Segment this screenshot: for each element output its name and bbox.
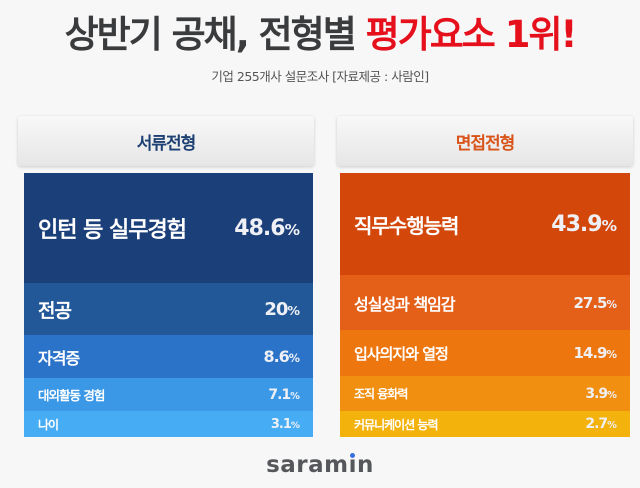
row-label: 전공 xyxy=(38,299,72,322)
subtitle: 기업 255개사 설문조사 [자료제공 : 사람인] xyxy=(211,69,429,84)
row-value: 14.9% xyxy=(573,344,617,362)
row-value: 2.7% xyxy=(585,416,617,432)
logo-dot-icon: ı xyxy=(348,452,358,478)
row-value: 3.9% xyxy=(585,385,617,402)
row-value: 20% xyxy=(264,298,300,320)
row-label: 대외활동 경험 xyxy=(38,388,105,403)
title-main: 상반기 공채, 전형별 xyxy=(64,13,366,56)
document-row: 자격증 8.6% xyxy=(24,335,313,378)
row-label: 직무수행능력 xyxy=(354,213,459,238)
interview-row: 조직 융화력 3.9% xyxy=(340,376,630,411)
row-label: 입사의지와 열정 xyxy=(354,344,449,363)
row-value: 3.1% xyxy=(270,416,300,432)
saramin-logo: saramın xyxy=(266,452,374,478)
document-row: 인턴 등 실무경험 48.6% xyxy=(24,173,313,283)
title-highlight: 평가요소 1위! xyxy=(365,13,578,56)
interview-row: 입사의지와 열정 14.9% xyxy=(340,330,630,376)
document-column-header: 서류전형 xyxy=(18,116,314,166)
row-value: 8.6% xyxy=(263,347,300,366)
row-label: 조직 융화력 xyxy=(354,387,408,401)
row-label: 커뮤니케이션 능력 xyxy=(354,417,438,432)
document-row: 대외활동 경험 7.1% xyxy=(24,378,313,411)
page-title: 상반기 공채, 전형별 평가요소 1위! xyxy=(0,4,640,58)
row-value: 27.5% xyxy=(573,293,617,312)
row-label: 자격증 xyxy=(38,348,80,368)
document-row: 전공 20% xyxy=(24,283,313,335)
row-label: 나이 xyxy=(38,417,59,432)
interview-row: 직무수행능력 43.9% xyxy=(340,173,630,275)
row-value: 43.9% xyxy=(551,211,617,237)
document-row: 나이 3.1% xyxy=(24,411,313,437)
row-label: 성실성과 책임감 xyxy=(354,294,456,314)
row-label: 인턴 등 실무경험 xyxy=(38,218,187,243)
document-panel: 인턴 등 실무경험 48.6% 전공 20% 자격증 8.6% 대외활동 경험 … xyxy=(24,173,313,437)
row-value: 48.6% xyxy=(234,215,300,241)
row-value: 7.1% xyxy=(268,386,300,403)
interview-row: 커뮤니케이션 능력 2.7% xyxy=(340,411,630,437)
interview-row: 성실성과 책임감 27.5% xyxy=(340,275,630,330)
interview-column-header: 면접전형 xyxy=(337,116,633,166)
interview-panel: 직무수행능력 43.9% 성실성과 책임감 27.5% 입사의지와 열정 14.… xyxy=(340,173,630,437)
